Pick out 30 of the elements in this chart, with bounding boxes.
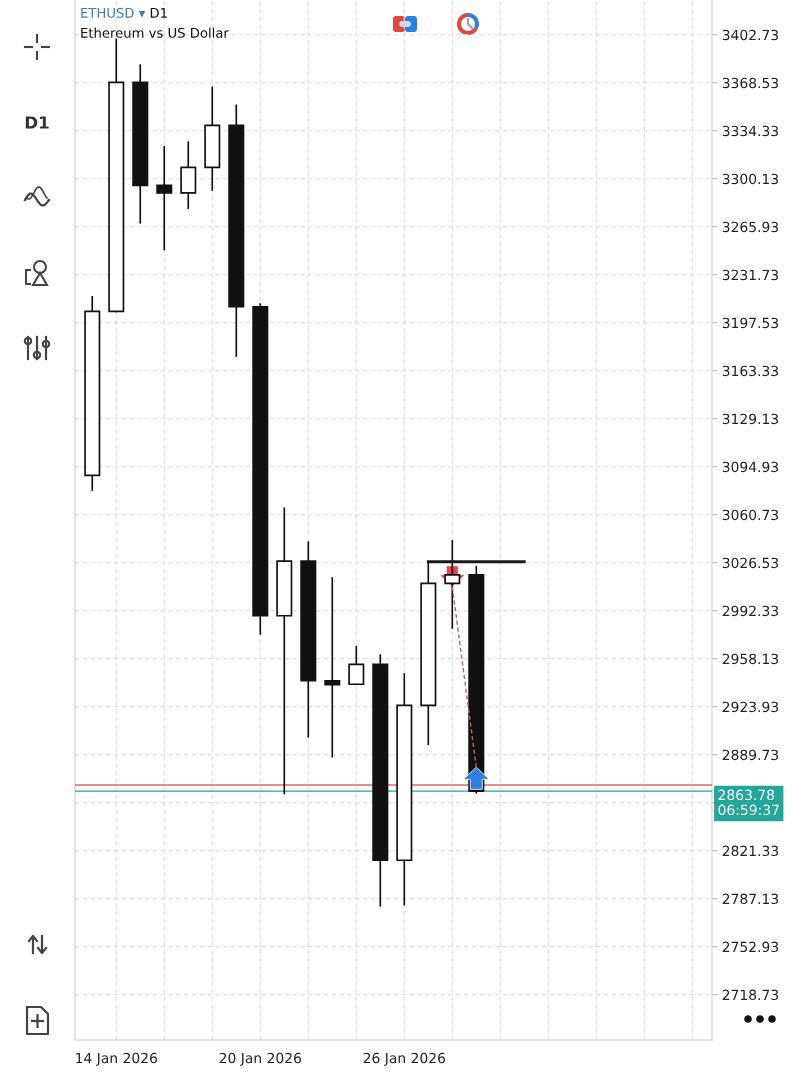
candlestick [324,577,341,758]
y-tick-label: 3265.93 [722,221,779,233]
y-tick-label: 2821.33 [722,845,779,857]
y-tick-label: 2787.13 [722,893,779,905]
y-tick-label: 2889.73 [722,749,779,761]
x-tick-label: 20 Jan 2026 [219,1052,302,1066]
x-tick-label: 14 Jan 2026 [76,1052,158,1066]
y-tick-label: 3060.73 [722,509,779,521]
y-tick-label: 3129.13 [722,413,779,425]
y-tick-label: 3300.13 [722,173,779,185]
y-tick-label: 2992.33 [722,605,779,617]
y-tick-label: 3094.93 [722,461,779,473]
text: D1 [25,116,49,129]
candlestick [156,145,173,251]
y-tick-label: 2923.93 [722,701,779,713]
chart-title: ETHUSD ▾ D1 [81,7,167,18]
y-tick-label: 3402.73 [722,29,779,41]
y-tick-label: 2752.93 [722,941,779,953]
text: Ethereum vs US Dollar [81,27,229,38]
ref-line-label: 2863.78 06:59:37 [718,789,779,816]
y-tick-label: 3334.33 [722,125,779,137]
y-tick-label: 2958.13 [722,653,779,665]
y-tick-label: 3026.53 [722,557,779,569]
candlestick [348,645,365,686]
y-tick-label: 3231.73 [722,269,779,281]
y-tick-label: 2718.73 [722,989,779,1001]
y-tick-label: 3197.53 [722,317,779,329]
x-tick-label: 26 Jan 2026 [363,1052,446,1066]
y-tick-label: 3368.53 [722,77,779,89]
y-tick-label: 3163.33 [722,365,779,377]
